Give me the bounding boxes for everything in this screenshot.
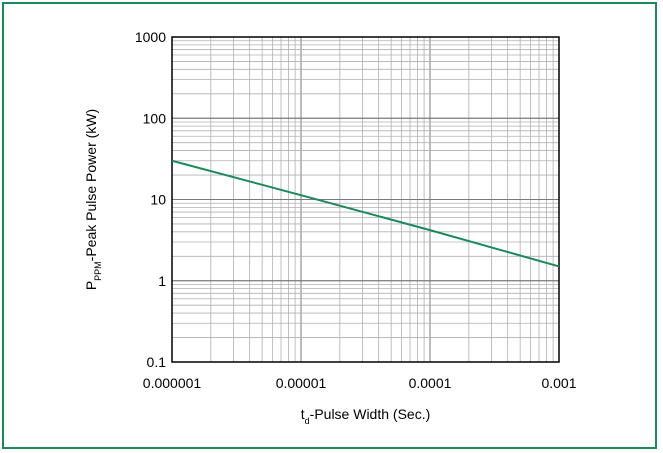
x-tick-label: 0.00001 bbox=[276, 375, 327, 391]
y-tick-label: 10 bbox=[150, 192, 166, 208]
series-line bbox=[171, 159, 560, 268]
plot-area bbox=[171, 36, 560, 363]
chart-frame: 1000 100 10 1 0.1 0.000001 0.00001 0.0001 0.001… bbox=[2, 2, 657, 449]
x-tick-label: 0.001 bbox=[541, 375, 576, 391]
x-axis-title-sub: d bbox=[305, 416, 310, 426]
y-tick-label: 0.1 bbox=[147, 354, 167, 370]
y-tick-labels: 1000 100 10 1 0.1 bbox=[135, 29, 166, 370]
y-axis-title-rest: -Peak Pulse Power (kW) bbox=[83, 109, 99, 261]
x-tick-label: 0.0001 bbox=[409, 375, 452, 391]
y-axis-title-main: P bbox=[83, 281, 99, 290]
y-axis-title: PPPM-Peak Pulse Power (kW) bbox=[83, 109, 103, 290]
x-axis-title-rest: -Pulse Width (Sec.) bbox=[310, 406, 431, 422]
y-tick-label: 100 bbox=[143, 110, 167, 126]
y-tick-label: 1 bbox=[158, 273, 166, 289]
grid-lines bbox=[171, 36, 560, 363]
y-axis-title-sub: PPM bbox=[93, 261, 103, 281]
x-tick-label: 0.000001 bbox=[143, 375, 202, 391]
x-axis-title-main: t bbox=[301, 406, 305, 422]
x-axis-title: td-Pulse Width (Sec.) bbox=[301, 406, 431, 426]
series-group bbox=[171, 159, 560, 268]
x-tick-labels: 0.000001 0.00001 0.0001 0.001 bbox=[143, 375, 577, 391]
y-tick-label: 1000 bbox=[135, 29, 166, 45]
pulse-power-chart: 1000 100 10 1 0.1 0.000001 0.00001 0.0001 0.001… bbox=[83, 29, 577, 426]
